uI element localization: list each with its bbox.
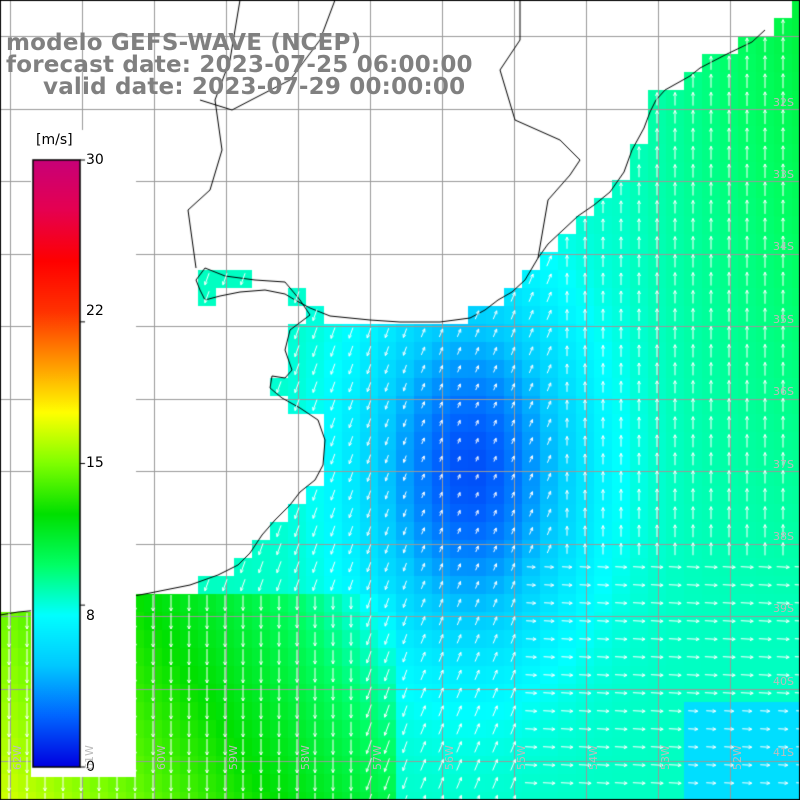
wind-map[interactable]: [0, 0, 800, 800]
